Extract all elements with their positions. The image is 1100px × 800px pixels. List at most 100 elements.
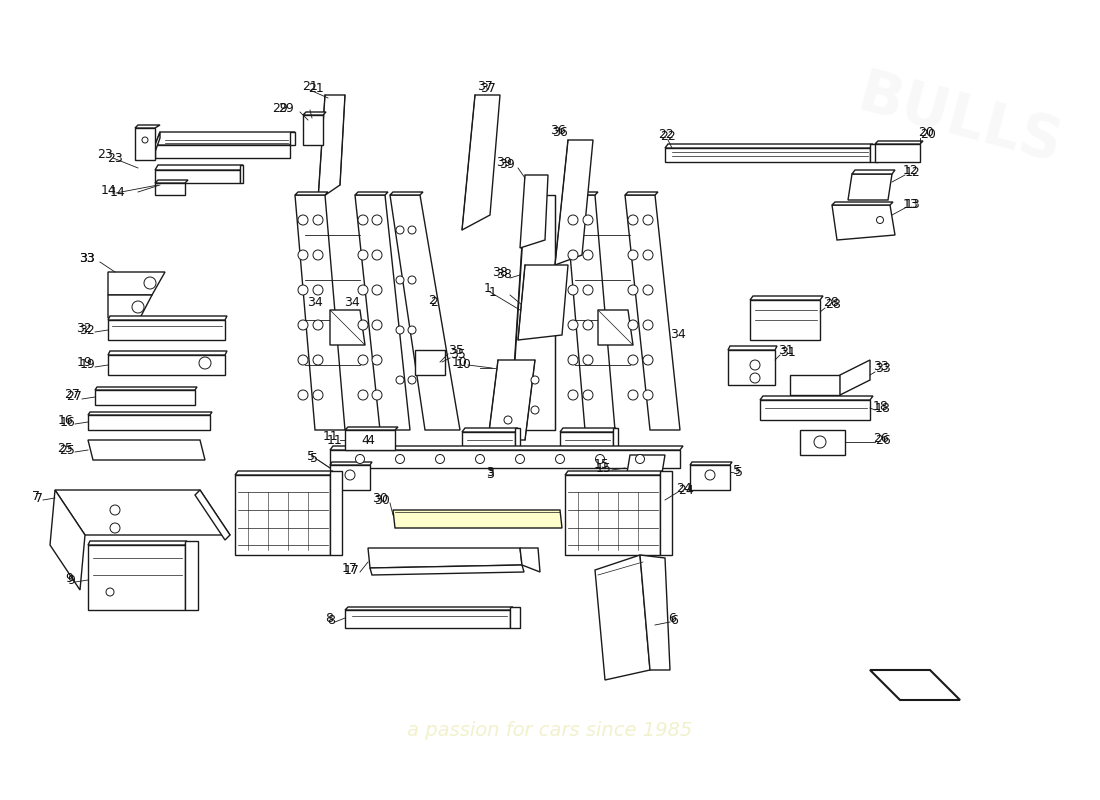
Polygon shape (155, 132, 295, 145)
Circle shape (314, 215, 323, 225)
Polygon shape (302, 115, 323, 145)
Polygon shape (666, 144, 873, 148)
Circle shape (531, 406, 539, 414)
Circle shape (358, 250, 368, 260)
Polygon shape (565, 195, 615, 430)
Text: 7: 7 (35, 491, 43, 505)
Polygon shape (870, 144, 878, 162)
Text: 18: 18 (873, 399, 889, 413)
Text: 35: 35 (448, 343, 464, 357)
Polygon shape (108, 320, 226, 340)
Text: 32: 32 (76, 322, 92, 334)
Circle shape (644, 390, 653, 400)
Text: 37: 37 (480, 82, 496, 94)
Polygon shape (560, 428, 616, 432)
Polygon shape (88, 440, 205, 460)
Text: 8: 8 (327, 614, 336, 626)
Polygon shape (155, 180, 188, 183)
Text: 9: 9 (67, 574, 75, 586)
Text: 3: 3 (486, 466, 494, 478)
Polygon shape (290, 132, 295, 145)
Circle shape (628, 355, 638, 365)
Circle shape (110, 523, 120, 533)
Text: 11: 11 (322, 430, 338, 443)
Text: 34: 34 (307, 295, 323, 309)
Circle shape (750, 373, 760, 383)
Polygon shape (345, 607, 513, 610)
Polygon shape (728, 346, 777, 350)
Text: 19: 19 (76, 357, 92, 370)
Polygon shape (88, 415, 210, 430)
Polygon shape (235, 475, 330, 555)
Text: 21: 21 (308, 82, 323, 94)
Circle shape (372, 320, 382, 330)
Text: 28: 28 (825, 298, 840, 311)
Polygon shape (330, 446, 683, 450)
Circle shape (199, 357, 211, 369)
Polygon shape (355, 192, 388, 195)
Text: 15: 15 (596, 462, 612, 474)
Text: 6: 6 (668, 611, 675, 625)
Polygon shape (832, 205, 895, 240)
Polygon shape (390, 192, 424, 195)
Text: 5: 5 (733, 463, 741, 477)
Circle shape (628, 320, 638, 330)
Polygon shape (108, 316, 227, 320)
Text: 5: 5 (735, 466, 743, 478)
Polygon shape (728, 350, 776, 385)
Text: 23: 23 (107, 151, 123, 165)
Polygon shape (488, 360, 535, 440)
Polygon shape (790, 375, 840, 395)
Circle shape (408, 376, 416, 384)
Text: 12: 12 (903, 163, 918, 177)
Polygon shape (330, 465, 370, 490)
Text: 13: 13 (905, 198, 921, 211)
Polygon shape (195, 490, 230, 540)
Circle shape (475, 454, 484, 463)
Polygon shape (565, 475, 660, 555)
Circle shape (408, 326, 416, 334)
Text: 26: 26 (874, 434, 891, 446)
Circle shape (644, 355, 653, 365)
Polygon shape (560, 432, 613, 465)
Text: 22: 22 (658, 127, 674, 141)
Circle shape (396, 276, 404, 284)
Polygon shape (390, 195, 460, 430)
Text: 17: 17 (342, 562, 358, 574)
Polygon shape (135, 125, 160, 128)
Polygon shape (302, 112, 326, 115)
Text: 16: 16 (57, 414, 73, 426)
Circle shape (298, 390, 308, 400)
Text: 29: 29 (273, 102, 288, 114)
Circle shape (355, 454, 364, 463)
Text: 24: 24 (676, 482, 692, 494)
Polygon shape (666, 148, 870, 162)
Circle shape (644, 250, 653, 260)
Polygon shape (345, 427, 398, 430)
Text: 21: 21 (302, 81, 318, 94)
Text: 32: 32 (79, 323, 95, 337)
Circle shape (298, 285, 308, 295)
Circle shape (568, 390, 578, 400)
Text: 33: 33 (873, 359, 889, 373)
Polygon shape (155, 165, 243, 170)
Polygon shape (415, 350, 446, 375)
Text: a passion for cars since 1985: a passion for cars since 1985 (407, 721, 693, 739)
Polygon shape (520, 175, 548, 248)
Polygon shape (874, 144, 920, 162)
Circle shape (396, 226, 404, 234)
Circle shape (568, 215, 578, 225)
Circle shape (358, 285, 368, 295)
Polygon shape (88, 541, 187, 545)
Polygon shape (295, 195, 345, 430)
Text: 38: 38 (496, 269, 512, 282)
Polygon shape (185, 541, 198, 610)
Text: 35: 35 (450, 349, 466, 362)
Polygon shape (595, 555, 650, 680)
Text: 31: 31 (780, 346, 795, 358)
Circle shape (345, 470, 355, 480)
Polygon shape (330, 450, 680, 468)
Polygon shape (690, 462, 732, 465)
Polygon shape (750, 300, 820, 340)
Polygon shape (518, 265, 568, 340)
